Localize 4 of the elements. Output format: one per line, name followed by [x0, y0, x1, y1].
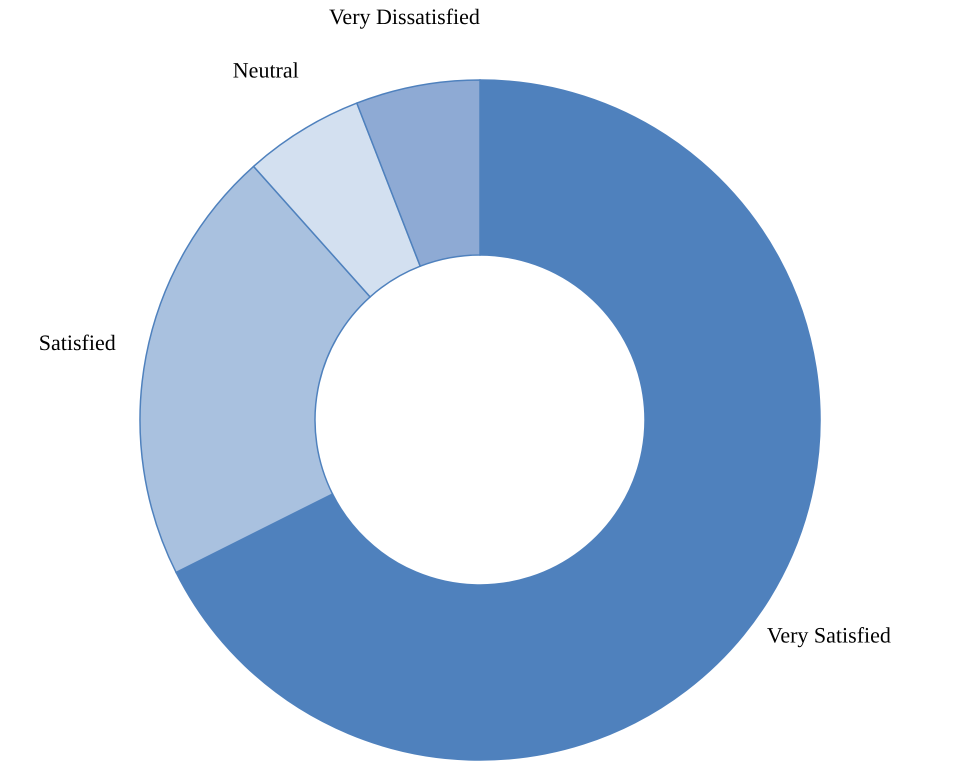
slice-label: Satisfied	[38, 330, 116, 356]
slice-label: Neutral	[232, 57, 299, 82]
slice-label: Very Satisfied	[766, 622, 891, 648]
slice-label: Very Dissatisfied	[328, 4, 480, 30]
